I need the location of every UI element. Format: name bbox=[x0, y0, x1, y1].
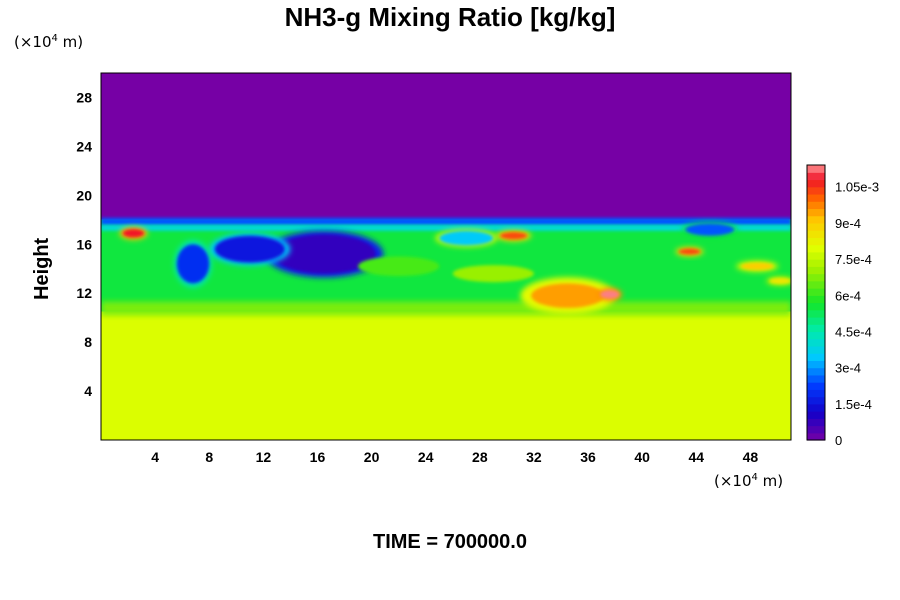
colorbar-label-0: 0 bbox=[835, 433, 842, 448]
feature-high-11 bbox=[769, 277, 791, 285]
y-axis-unit: (×104 m) bbox=[14, 33, 84, 51]
x-tick-label-32: 32 bbox=[526, 449, 542, 465]
colorbar-segment bbox=[807, 302, 825, 311]
mixed-layer-top-fringe bbox=[101, 217, 791, 226]
colorbar-segment bbox=[807, 179, 825, 188]
colorbar-segment bbox=[807, 266, 825, 275]
colorbar-segment bbox=[807, 193, 825, 202]
colorbar-segment bbox=[807, 251, 825, 260]
x-tick-label-28: 28 bbox=[472, 449, 488, 465]
colorbar-segment bbox=[807, 396, 825, 405]
colorbar-label-1: 1.5e-4 bbox=[835, 397, 872, 412]
x-axis-unit: (×104 m) bbox=[714, 472, 784, 490]
x-tick-label-20: 20 bbox=[364, 449, 380, 465]
y-tick-label-12: 12 bbox=[76, 285, 92, 301]
x-tick-label-16: 16 bbox=[310, 449, 326, 465]
upper-layer bbox=[101, 73, 791, 220]
colorbar-segment bbox=[807, 324, 825, 333]
colorbar-segment bbox=[807, 367, 825, 376]
chart-title: NH3-g Mixing Ratio [kg/kg] bbox=[284, 2, 616, 32]
colorbar-segment bbox=[807, 172, 825, 181]
colorbar-segment bbox=[807, 331, 825, 340]
x-tick-label-12: 12 bbox=[256, 449, 272, 465]
colorbar-segment bbox=[807, 389, 825, 398]
colorbar-segment bbox=[807, 230, 825, 238]
x-tick-label-24: 24 bbox=[418, 449, 434, 465]
feature-high-8 bbox=[600, 290, 620, 299]
colorbar-label-4: 6e-4 bbox=[835, 288, 861, 303]
colorbar-segment bbox=[807, 316, 825, 325]
colorbar-segment bbox=[807, 418, 825, 427]
colorbar-segment bbox=[807, 288, 825, 296]
colorbar-label-2: 3e-4 bbox=[835, 361, 861, 376]
feature-low-1 bbox=[214, 235, 285, 263]
layer-transition bbox=[101, 301, 791, 316]
feature-high-10 bbox=[740, 262, 774, 270]
colorbar-segment bbox=[807, 360, 825, 369]
feature-high-9 bbox=[678, 248, 701, 255]
feature-mid-12 bbox=[452, 265, 534, 283]
x-tick-label-40: 40 bbox=[634, 449, 650, 465]
colorbar-segment bbox=[807, 425, 825, 434]
x-tick-label-36: 36 bbox=[580, 449, 596, 465]
plot-frame bbox=[100, 72, 792, 441]
colorbar: 0 1.5e-4 3e-4 4.5e-4 6e-4 7.5e-4 9e-4 1.05e-3 bbox=[806, 164, 879, 448]
colorbar-segment bbox=[807, 237, 825, 246]
x-tick-label-48: 48 bbox=[743, 449, 759, 465]
mixed-layer-top-fringe-inner bbox=[101, 224, 791, 231]
colorbar-segment bbox=[807, 411, 825, 419]
colorbar-segment bbox=[807, 432, 825, 441]
colorbar-segment bbox=[807, 186, 825, 195]
heatmap-field bbox=[101, 73, 791, 440]
colorbar-segment bbox=[807, 309, 825, 318]
colorbar-segment bbox=[807, 259, 825, 267]
colorbar-segment bbox=[807, 201, 825, 210]
colorbar-label-7: 1.05e-3 bbox=[835, 180, 879, 195]
colorbar-frame bbox=[806, 164, 826, 441]
colorbar-segment bbox=[807, 244, 825, 253]
y-tick-label-4: 4 bbox=[84, 383, 92, 399]
colorbar-segment bbox=[807, 215, 825, 224]
colorbar-segment bbox=[807, 208, 825, 217]
colorbar-segment bbox=[807, 165, 825, 173]
colorbar-segment bbox=[807, 353, 825, 361]
feature-high-7 bbox=[531, 283, 605, 308]
feature-low-0 bbox=[272, 234, 376, 274]
colorbar-segment bbox=[807, 295, 825, 304]
x-axis-ticks: 4 8 12 16 20 24 28 32 36 40 44 48 bbox=[151, 449, 758, 465]
feature-high-6 bbox=[500, 232, 528, 240]
x-tick-label-4: 4 bbox=[151, 449, 159, 465]
colorbar-label-5: 7.5e-4 bbox=[835, 252, 872, 267]
feature-low-4 bbox=[685, 223, 735, 236]
colorbar-label-6: 9e-4 bbox=[835, 216, 861, 231]
colorbar-segment bbox=[807, 338, 825, 347]
y-tick-label-16: 16 bbox=[76, 236, 92, 252]
lower-layer bbox=[101, 311, 791, 440]
feature-high-5 bbox=[122, 228, 145, 238]
colorbar-segment bbox=[807, 382, 825, 390]
y-tick-label-8: 8 bbox=[84, 334, 92, 350]
time-label: TIME = 700000.0 bbox=[373, 531, 527, 553]
colorbar-segment bbox=[807, 374, 825, 383]
y-tick-label-28: 28 bbox=[76, 89, 92, 105]
colorbar-label-3: 4.5e-4 bbox=[835, 324, 872, 339]
x-tick-label-44: 44 bbox=[689, 449, 705, 465]
x-tick-label-8: 8 bbox=[205, 449, 213, 465]
y-tick-label-20: 20 bbox=[76, 187, 92, 203]
y-tick-label-24: 24 bbox=[76, 138, 92, 154]
colorbar-segment bbox=[807, 280, 825, 289]
y-axis-ticks: 4 8 12 16 20 24 28 bbox=[76, 89, 92, 399]
colorbar-segment bbox=[807, 403, 825, 412]
colorbar-segment bbox=[807, 345, 825, 354]
feature-mid-13 bbox=[358, 256, 440, 277]
feature-low-3 bbox=[439, 230, 494, 246]
feature-low-2 bbox=[176, 244, 210, 284]
colorbar-segment bbox=[807, 222, 825, 231]
colorbar-segment bbox=[807, 273, 825, 282]
